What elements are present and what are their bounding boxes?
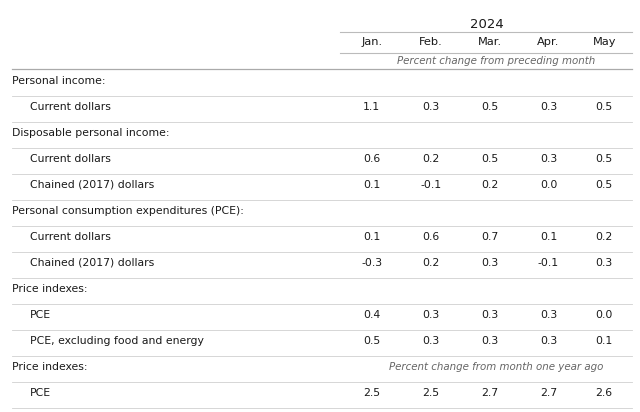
Text: 0.5: 0.5 [364, 336, 380, 346]
Text: Price indexes:: Price indexes: [12, 362, 88, 372]
Text: 0.3: 0.3 [422, 336, 439, 346]
Text: 0.5: 0.5 [596, 102, 612, 112]
Text: 0.3: 0.3 [481, 336, 498, 346]
Text: Current dollars: Current dollars [30, 102, 111, 112]
Text: 2.7: 2.7 [540, 388, 557, 398]
Text: 0.0: 0.0 [540, 180, 557, 190]
Text: Apr.: Apr. [538, 37, 559, 47]
Text: May: May [593, 37, 616, 47]
Text: Mar.: Mar. [477, 37, 502, 47]
Text: 0.7: 0.7 [481, 232, 498, 242]
Text: Percent change from month one year ago: Percent change from month one year ago [389, 362, 604, 372]
Text: 0.6: 0.6 [364, 154, 380, 164]
Text: 2.6: 2.6 [596, 388, 612, 398]
Text: 2.5: 2.5 [364, 388, 380, 398]
Text: 0.5: 0.5 [481, 154, 498, 164]
Text: Chained (2017) dollars: Chained (2017) dollars [30, 258, 154, 268]
Text: 0.3: 0.3 [422, 310, 439, 320]
Text: 2024: 2024 [470, 18, 503, 31]
Text: 0.2: 0.2 [422, 154, 439, 164]
Text: Percent change from preceding month: Percent change from preceding month [397, 56, 596, 66]
Text: 0.1: 0.1 [540, 232, 557, 242]
Text: 0.5: 0.5 [481, 102, 498, 112]
Text: Chained (2017) dollars: Chained (2017) dollars [30, 180, 154, 190]
Text: PCE: PCE [30, 388, 51, 398]
Text: Personal income:: Personal income: [12, 76, 106, 86]
Text: 0.1: 0.1 [364, 232, 380, 242]
Text: 0.3: 0.3 [481, 310, 498, 320]
Text: 0.3: 0.3 [422, 102, 439, 112]
Text: 2.7: 2.7 [481, 388, 498, 398]
Text: -0.1: -0.1 [538, 258, 559, 268]
Text: 1.1: 1.1 [364, 102, 380, 112]
Text: 0.4: 0.4 [364, 310, 380, 320]
Text: 0.3: 0.3 [540, 336, 557, 346]
Text: 0.5: 0.5 [596, 154, 612, 164]
Text: 0.3: 0.3 [596, 258, 612, 268]
Text: Current dollars: Current dollars [30, 154, 111, 164]
Text: Disposable personal income:: Disposable personal income: [12, 128, 170, 138]
Text: 0.0: 0.0 [595, 310, 613, 320]
Text: 0.2: 0.2 [481, 180, 498, 190]
Text: -0.1: -0.1 [420, 180, 442, 190]
Text: 0.3: 0.3 [540, 102, 557, 112]
Text: Jan.: Jan. [361, 37, 383, 47]
Text: Current dollars: Current dollars [30, 232, 111, 242]
Text: -0.3: -0.3 [361, 258, 383, 268]
Text: 0.5: 0.5 [596, 180, 612, 190]
Text: 0.6: 0.6 [422, 232, 439, 242]
Text: 0.2: 0.2 [422, 258, 439, 268]
Text: 0.1: 0.1 [364, 180, 380, 190]
Text: PCE: PCE [30, 310, 51, 320]
Text: 0.2: 0.2 [596, 232, 612, 242]
Text: Feb.: Feb. [419, 37, 443, 47]
Text: 0.1: 0.1 [596, 336, 612, 346]
Text: 0.3: 0.3 [540, 154, 557, 164]
Text: PCE, excluding food and energy: PCE, excluding food and energy [30, 336, 204, 346]
Text: 2.5: 2.5 [422, 388, 439, 398]
Text: 0.3: 0.3 [540, 310, 557, 320]
Text: Personal consumption expenditures (PCE):: Personal consumption expenditures (PCE): [12, 206, 244, 216]
Text: Price indexes:: Price indexes: [12, 284, 88, 294]
Text: 0.3: 0.3 [481, 258, 498, 268]
